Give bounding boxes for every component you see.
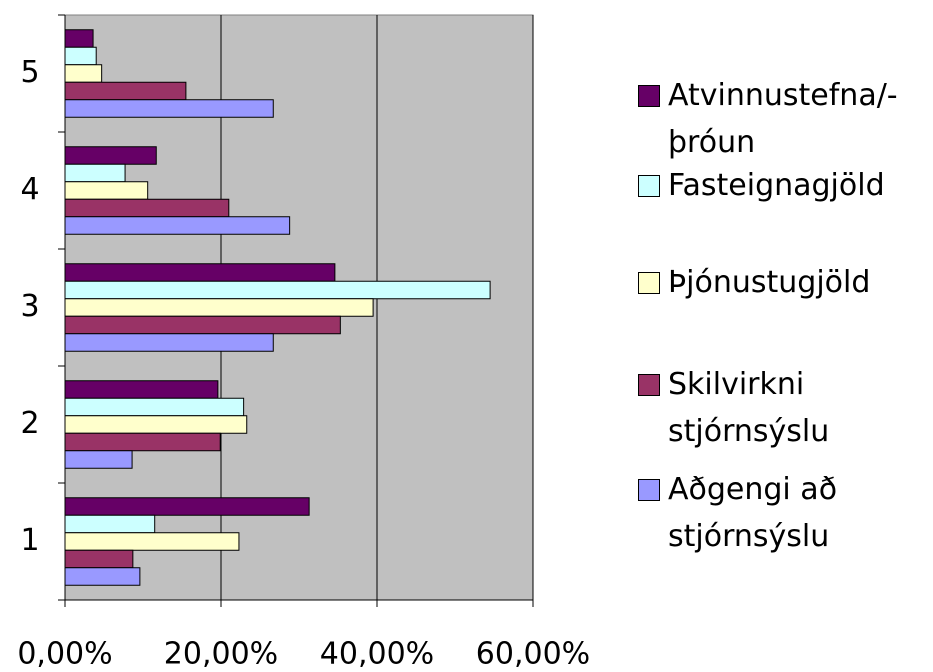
bar	[64, 81, 187, 101]
bar	[64, 432, 221, 452]
bar	[64, 64, 103, 83]
bar	[64, 198, 230, 218]
bar	[64, 532, 240, 551]
bar	[64, 263, 336, 282]
bar	[64, 181, 149, 200]
bar	[64, 298, 374, 317]
bar	[64, 450, 133, 469]
bar	[64, 397, 245, 417]
bar	[64, 216, 291, 235]
bar	[64, 99, 274, 118]
bar	[64, 146, 157, 165]
bar	[64, 380, 219, 399]
y-tick-label: 5	[20, 55, 39, 90]
y-tick-label: 1	[20, 523, 39, 558]
bar	[64, 549, 134, 569]
bar	[64, 514, 156, 534]
y-tick-label: 4	[20, 172, 39, 207]
bar	[64, 315, 341, 335]
x-tick-label: 0,00%	[17, 637, 112, 672]
bar	[64, 280, 491, 300]
bar	[64, 415, 248, 434]
bar	[64, 497, 310, 516]
bar	[64, 567, 141, 586]
y-tick-label: 3	[20, 289, 39, 324]
x-tick-label: 60,00%	[476, 637, 590, 672]
y-tick-label: 2	[20, 406, 39, 441]
bar	[64, 29, 94, 48]
x-tick-label: 20,00%	[164, 637, 278, 672]
bar	[64, 333, 274, 352]
bar	[64, 163, 126, 183]
bar	[64, 46, 97, 66]
x-tick-label: 40,00%	[320, 637, 434, 672]
